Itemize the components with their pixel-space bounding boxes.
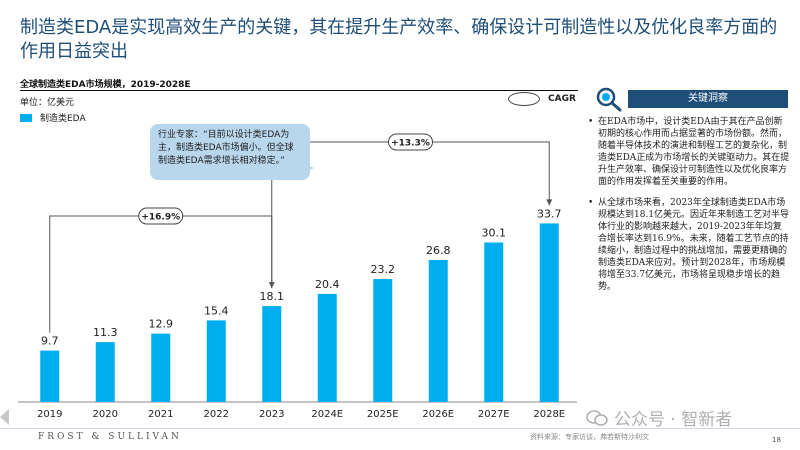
bar-chart: 9.7 2019 11.3 2020 12.9 2021 15.4 2022 18.1 2023 2…: [18, 133, 577, 420]
chart-title: 全球制造类EDA市场规模，2019-2028E: [20, 80, 191, 90]
bar-2023: [262, 306, 282, 402]
x-tick-2019: 2019: [37, 409, 62, 420]
callout-tail: [300, 162, 314, 174]
magnifier-globe-icon: [596, 87, 622, 112]
x-tick-2021: 2021: [148, 409, 173, 420]
legend-label: 制造类EDA: [40, 114, 86, 124]
watermark-text: 公众号 · 智新者: [614, 410, 733, 430]
data-label-2021: 12.9: [149, 318, 174, 331]
cagr-legend-label: CAGR: [548, 94, 576, 104]
data-label-2022: 15.4: [204, 304, 229, 317]
x-tick-2024E: 2024E: [311, 409, 343, 420]
prev-slide-arrow-icon[interactable]: [0, 409, 9, 425]
bar-2022: [206, 320, 226, 402]
bar-2024E: [317, 293, 337, 402]
data-label-2025E: 23.2: [371, 263, 396, 276]
x-tick-2028E: 2028E: [533, 409, 565, 420]
footer-rule: [0, 428, 800, 429]
insight-bullet-2: 从全球市场来看，2023年全球制造类EDA市场规模达到18.1亿美元。因近年来制…: [586, 197, 790, 293]
expert-callout: 行业专家：“目前以设计类EDA为主，制造类EDA市场偏小。但全球制造类EDA需求…: [150, 124, 310, 180]
cagr-oval-1: [388, 133, 433, 151]
data-label-2027E: 30.1: [482, 226, 507, 239]
bar-2027E: [484, 242, 504, 402]
bar-2019: [40, 350, 60, 402]
data-label-2024E: 20.4: [315, 278, 340, 291]
cagr-arrowhead-1: [546, 199, 553, 206]
x-tick-2025E: 2025E: [367, 409, 399, 420]
bar-2026E: [428, 259, 448, 402]
cagr-label-1: +13.3%: [391, 139, 430, 149]
wechat-icon: [586, 409, 608, 426]
bar-2020: [95, 342, 115, 402]
chart-legend: 制造类EDA: [20, 111, 86, 124]
footer-logo: FROST & SULLIVAN: [38, 432, 182, 442]
cagr-label-0: +16.9%: [141, 213, 180, 223]
x-tick-2023: 2023: [259, 409, 284, 420]
bar-2025E: [373, 279, 393, 402]
data-label-2019: 9.7: [41, 335, 59, 348]
x-tick-2020: 2020: [93, 409, 118, 420]
bar-2021: [151, 333, 171, 402]
bar-2028E: [539, 223, 559, 402]
page-number: 18: [772, 436, 781, 444]
chart-unit: 单位：亿美元: [20, 98, 75, 108]
insights-list: 在EDA市场中，设计类EDA由于其在产品创新初期的核心作用而占据显著的市场份额。…: [586, 116, 790, 302]
insights-heading: 关键洞察: [628, 90, 788, 108]
chart-title-rule: [20, 90, 578, 91]
cagr-oval-0: [138, 207, 184, 225]
insight-bullet-1: 在EDA市场中，设计类EDA由于其在产品创新初期的核心作用而占据显著的市场份额。…: [586, 116, 790, 188]
x-tick-2026E: 2026E: [422, 409, 454, 420]
data-label-2026E: 26.8: [426, 244, 451, 257]
slide-title: 制造类EDA是实现高效生产的关键，其在提升生产效率、确保设计可制造性以及优化良率…: [20, 17, 778, 62]
data-label-2028E: 33.7: [537, 207, 562, 220]
data-label-2020: 11.3: [93, 326, 118, 339]
x-tick-2027E: 2027E: [478, 409, 510, 420]
legend-swatch: [20, 113, 32, 122]
watermark: 公众号 · 智新者: [586, 405, 732, 430]
footer-source: 资料来源：专家访谈，弗若斯特沙利文: [530, 433, 649, 441]
cagr-bracket-0: [49, 215, 273, 333]
x-tick-2022: 2022: [204, 409, 229, 420]
data-label-2023: 18.1: [260, 290, 285, 303]
cagr-legend-oval: [508, 92, 540, 106]
